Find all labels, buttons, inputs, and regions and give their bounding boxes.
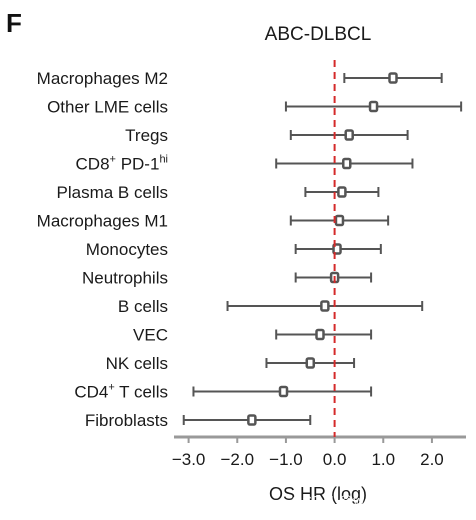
hazard-ratio-point xyxy=(368,100,379,113)
category-label: NK cells xyxy=(106,354,168,373)
category-label-text: Plasma B cells xyxy=(57,183,168,202)
category-label: CD8+ PD-1hi xyxy=(76,154,168,174)
x-tick-label: −2.0 xyxy=(220,450,254,469)
category-label-text: CD4 xyxy=(74,383,108,402)
hazard-ratio-point xyxy=(278,385,289,398)
x-tick-label: 1.0 xyxy=(371,450,395,469)
category-label: Macrophages M1 xyxy=(37,212,168,231)
category-label-text: Fibroblasts xyxy=(85,411,168,430)
forest-row: Monocytes xyxy=(86,240,382,259)
forest-row: Neutrophils xyxy=(82,269,373,288)
category-label-text: Neutrophils xyxy=(82,269,168,288)
category-label: Tregs xyxy=(125,126,168,145)
forest-row: B cells xyxy=(118,297,424,316)
x-axis-ticks: −3.0 −2.0 −1.0 0.0 1.0 2.0 xyxy=(172,437,444,469)
forest-row: CD4+ T cells xyxy=(74,382,373,402)
hazard-ratio-point xyxy=(247,414,257,426)
category-label-text: Other LME cells xyxy=(47,98,168,117)
category-label: Fibroblasts xyxy=(85,411,168,430)
forest-row: Fibroblasts xyxy=(85,411,312,430)
category-label: B cells xyxy=(118,297,168,316)
category-label-tail: PD-1 xyxy=(116,155,159,174)
hazard-ratio-point xyxy=(344,129,354,141)
category-label-text: Macrophages M2 xyxy=(37,69,168,88)
category-label: Plasma B cells xyxy=(57,183,168,202)
category-label-text: NK cells xyxy=(106,354,168,373)
category-label-text: VEC xyxy=(133,326,168,345)
hazard-ratio-point xyxy=(337,186,347,198)
category-label-text: B cells xyxy=(118,297,168,316)
category-label-tail: T cells xyxy=(115,383,168,402)
forest-row: CD8+ PD-1hi xyxy=(76,154,414,174)
forest-row: Tregs xyxy=(125,126,409,145)
category-label-superscript: + xyxy=(108,382,114,394)
category-label-text: Macrophages M1 xyxy=(37,212,168,231)
x-tick-label: −1.0 xyxy=(269,450,303,469)
category-label-superscript: hi xyxy=(159,154,168,166)
x-tick-label: 2.0 xyxy=(420,450,444,469)
forest-row: Macrophages M2 xyxy=(37,69,443,88)
category-label: Monocytes xyxy=(86,240,168,259)
category-label: Macrophages M2 xyxy=(37,69,168,88)
forest-row: VEC xyxy=(133,326,373,345)
category-label: Neutrophils xyxy=(82,269,168,288)
forest-row: Plasma B cells xyxy=(57,183,380,202)
forest-row: Macrophages M1 xyxy=(37,212,390,231)
hazard-ratio-point xyxy=(342,157,352,170)
watermark-text: CSDN @weixin_52505487 xyxy=(291,493,470,510)
hazard-ratio-point xyxy=(305,357,316,369)
x-tick-label: 0.0 xyxy=(323,450,347,469)
hazard-ratio-point xyxy=(334,214,345,227)
panel-letter: F xyxy=(6,8,22,38)
chart-title: ABC-DLBCL xyxy=(265,24,372,45)
forest-row: Other LME cells xyxy=(47,98,463,117)
category-label: Other LME cells xyxy=(47,98,168,117)
category-label-text: Tregs xyxy=(125,126,168,145)
x-tick-label: −3.0 xyxy=(172,450,206,469)
category-label-superscript: + xyxy=(110,154,116,166)
category-label: CD4+ T cells xyxy=(74,382,168,402)
forest-row: NK cells xyxy=(106,354,356,373)
hazard-ratio-point xyxy=(388,72,398,84)
category-label: VEC xyxy=(133,326,168,345)
hazard-ratio-point xyxy=(320,300,330,312)
category-label-text: Monocytes xyxy=(86,240,168,259)
x-axis-title: OS HR (log) xyxy=(269,484,367,504)
category-label-text: CD8 xyxy=(76,155,110,174)
hazard-ratio-point xyxy=(315,328,325,341)
